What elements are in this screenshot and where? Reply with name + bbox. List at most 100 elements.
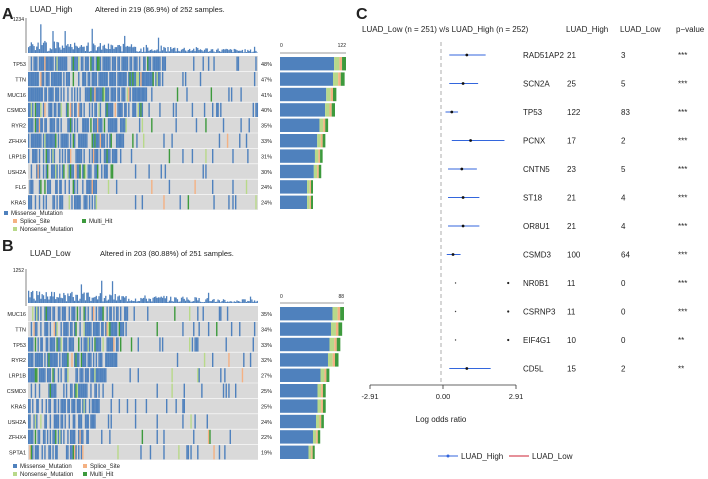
mutation-cell <box>75 195 77 210</box>
mutation-cell <box>74 118 76 133</box>
burden-bar <box>106 49 108 53</box>
mutation-cell <box>203 102 206 117</box>
mutation-cell <box>105 102 107 117</box>
mutation-cell <box>125 56 127 71</box>
side-bar-segment <box>280 72 333 86</box>
burden-bar <box>114 294 116 303</box>
mutation-cell <box>191 149 194 164</box>
burden-bar <box>230 301 233 303</box>
mutation-cell <box>99 368 102 383</box>
mutation-cell <box>91 56 93 71</box>
mutation-cell <box>61 352 64 367</box>
panel-a-percent-labels: 48%47%41%40%35%33%31%30%24%24% <box>261 62 272 207</box>
burden-bar <box>172 301 175 303</box>
panel-a-side-min: 0 <box>280 43 283 49</box>
mutation-cell <box>37 429 39 444</box>
panel-a-top-max: 1234 <box>13 17 24 23</box>
legend-swatch-nonsense <box>13 472 17 476</box>
mutation-cell <box>28 429 30 444</box>
burden-bar <box>168 51 170 53</box>
burden-bar <box>248 301 250 303</box>
burden-bar <box>243 52 245 53</box>
mutation-cell <box>113 72 115 87</box>
mutation-cell <box>229 429 231 444</box>
mutation-cell <box>80 102 83 117</box>
mutation-cell <box>61 399 64 414</box>
mutation-cell <box>68 399 70 414</box>
mutation-cell <box>98 399 100 414</box>
mutation-cell <box>95 164 98 179</box>
mutation-cell <box>94 179 96 194</box>
mutation-cell <box>86 118 88 133</box>
mutation-cell <box>113 149 115 164</box>
mutation-cell <box>110 337 112 352</box>
mutation-cell <box>82 179 84 194</box>
mutation-cell <box>88 72 91 87</box>
mutation-cell <box>110 322 112 337</box>
mutation-cell <box>156 383 158 398</box>
mutation-cell <box>91 179 93 194</box>
burden-bar <box>206 298 208 303</box>
gene-label: MUC16 <box>7 312 26 318</box>
mutation-cell <box>29 368 31 383</box>
mutation-cell <box>138 102 141 117</box>
mutation-cell <box>143 56 145 71</box>
burden-bar <box>56 41 58 53</box>
mutation-cell <box>111 383 114 398</box>
mutation-cell <box>57 87 60 102</box>
mutation-cell <box>176 87 179 102</box>
burden-bar <box>214 301 216 303</box>
mutation-cell <box>53 118 56 133</box>
mutation-cell <box>106 352 108 367</box>
mutation-cell <box>97 322 99 337</box>
mutation-cell <box>109 102 111 117</box>
mutation-cell <box>71 102 73 117</box>
burden-bar <box>101 49 103 53</box>
mutation-cell <box>55 179 57 194</box>
burden-bar <box>75 294 77 303</box>
mutation-cell <box>34 337 37 352</box>
forest-gene-label: RAD51AP2 <box>523 51 564 60</box>
mutation-cell <box>64 337 66 352</box>
burden-bar <box>91 28 93 53</box>
mutation-cell <box>67 429 69 444</box>
mutation-cell <box>97 87 99 102</box>
mutation-cell <box>82 445 84 460</box>
mutation-cell <box>42 195 45 210</box>
mutation-cell <box>36 87 38 102</box>
mutation-cell <box>111 56 114 71</box>
burden-bar <box>187 49 189 53</box>
mutation-cell <box>98 72 100 87</box>
forest-low-count: 4 <box>621 222 626 231</box>
side-bar-segment <box>324 368 327 382</box>
burden-bar <box>159 51 161 53</box>
side-bar-segment <box>320 149 323 163</box>
mutation-cell <box>28 102 30 117</box>
mutation-cell <box>46 337 49 352</box>
mutation-cell <box>34 149 37 164</box>
mutation-cell <box>29 352 31 367</box>
burden-bar <box>125 46 127 53</box>
mutation-cell <box>55 322 57 337</box>
mutation-cell <box>134 414 137 429</box>
burden-bar <box>191 301 193 303</box>
mutation-cell <box>156 72 158 87</box>
mutation-cell <box>110 72 112 87</box>
mutation-cell <box>34 445 37 460</box>
burden-bar <box>125 296 127 303</box>
mutation-cell <box>65 352 68 367</box>
burden-bar <box>68 46 70 53</box>
mutation-cell <box>235 195 237 210</box>
mutation-cell <box>67 72 69 87</box>
mutation-cell <box>205 118 207 133</box>
side-bar-segment <box>319 414 322 429</box>
burden-bar <box>166 51 168 53</box>
mutation-cell <box>175 399 177 414</box>
mutation-cell <box>51 87 53 102</box>
mutation-cell <box>51 133 53 148</box>
mutation-cell <box>209 429 211 444</box>
mutation-cell <box>110 352 112 367</box>
side-bar-segment <box>309 180 312 194</box>
mutation-cell <box>120 133 122 148</box>
gene-label: USH2A <box>8 420 27 426</box>
